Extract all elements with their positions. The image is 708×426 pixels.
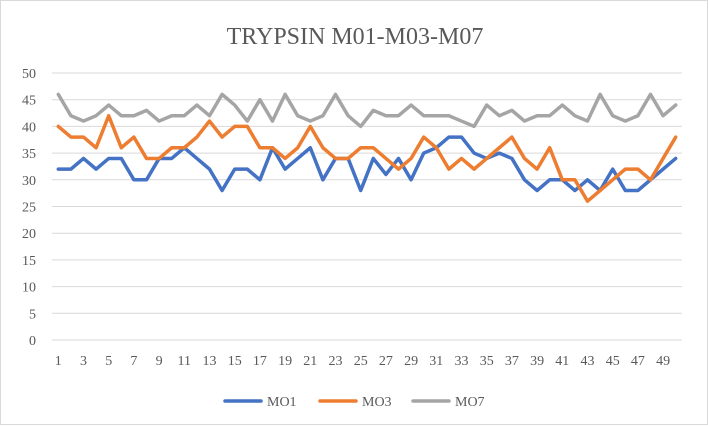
y-tick-label: 25 [22, 201, 36, 216]
x-tick-label: 27 [379, 354, 393, 369]
x-tick-label: 1 [55, 354, 62, 369]
x-tick-label: 43 [581, 354, 595, 369]
x-tick-label: 33 [455, 354, 469, 369]
x-tick-label: 7 [130, 354, 137, 369]
legend: MO1 MO3 MO7 [223, 395, 485, 410]
y-tick-label: 30 [22, 174, 36, 189]
legend-label-mo3: MO3 [362, 395, 392, 410]
y-axis-ticks: 0 5 10 15 20 25 30 35 40 45 50 [22, 67, 36, 349]
x-tick-label: 9 [156, 354, 163, 369]
series-line-mo3 [56, 113, 678, 203]
y-tick-label: 0 [29, 334, 36, 349]
x-tick-label: 39 [530, 354, 544, 369]
x-tick-label: 41 [555, 354, 569, 369]
x-tick-label: 17 [253, 354, 267, 369]
x-tick-label: 31 [429, 354, 443, 369]
legend-label-mo1: MO1 [267, 395, 297, 410]
x-tick-label: 35 [480, 354, 494, 369]
series-line-mo7 [56, 92, 678, 129]
x-tick-label: 45 [606, 354, 620, 369]
x-tick-label: 5 [105, 354, 112, 369]
x-tick-label: 15 [228, 354, 242, 369]
gridlines [52, 72, 682, 341]
y-tick-label: 35 [22, 147, 36, 162]
x-tick-label: 23 [329, 354, 343, 369]
y-tick-label: 40 [22, 120, 36, 135]
x-tick-label: 19 [278, 354, 292, 369]
y-tick-label: 20 [22, 227, 36, 242]
y-tick-label: 50 [22, 67, 36, 82]
x-tick-label: 47 [631, 354, 645, 369]
y-tick-label: 45 [22, 94, 36, 109]
x-tick-label: 11 [178, 354, 191, 369]
x-tick-label: 21 [303, 354, 317, 369]
y-tick-label: 10 [22, 281, 36, 296]
x-tick-label: 13 [203, 354, 217, 369]
x-tick-label: 29 [404, 354, 418, 369]
legend-label-mo7: MO7 [455, 395, 485, 410]
series-lines [56, 92, 678, 203]
y-tick-label: 15 [22, 254, 36, 269]
series-line-mo1 [56, 135, 678, 193]
x-tick-label: 25 [354, 354, 368, 369]
x-tick-label: 37 [505, 354, 519, 369]
x-tick-label: 49 [656, 354, 670, 369]
x-tick-label: 3 [80, 354, 87, 369]
x-axis-ticks: 1 3 5 7 9 11 13 15 17 19 21 23 25 27 29 31 33 35 37 39 41 43 4… [55, 354, 670, 369]
chart-title: TRYPSIN M01-M03-M07 [227, 24, 484, 50]
y-tick-label: 5 [29, 307, 36, 322]
